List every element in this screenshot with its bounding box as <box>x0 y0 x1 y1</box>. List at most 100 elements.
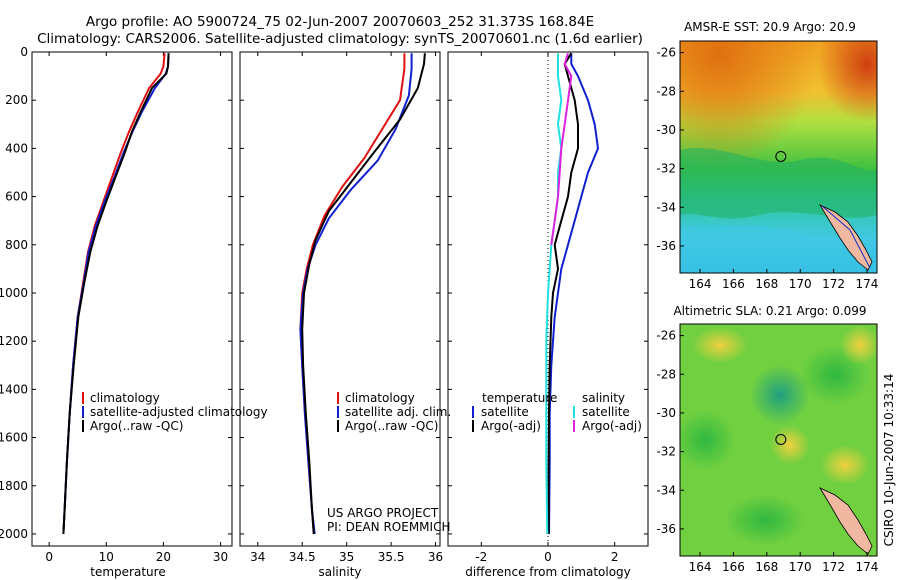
depth-tick-label: 1600 <box>0 431 28 445</box>
depth-tick-label: 2000 <box>0 527 28 541</box>
sla-map: Altimetric SLA: 0.21 Argo: 0.099 164 166 1… <box>656 304 879 574</box>
temperature-legend: climatology satellite-adjusted climatolo… <box>82 391 268 433</box>
series-line-climatology <box>299 53 406 535</box>
salinity-axes-frame <box>239 51 441 547</box>
salinity-x-ticks: 34 34.5 35 35.5 36 <box>250 52 443 564</box>
x-tick-label: 30 <box>213 550 228 564</box>
legend-header-salinity: salinity <box>582 391 625 405</box>
credit-project: US ARGO PROJECT <box>327 506 439 520</box>
series-line-argo-raw-qc <box>62 53 170 535</box>
series-line-argo-raw-qc <box>301 53 426 535</box>
legend-header-temperature: temperature <box>482 391 557 405</box>
difference-y-ticks <box>448 51 648 535</box>
side-stamp: CSIRO 10-Jun-2007 10:33:14 <box>882 374 896 547</box>
depth-tick-label: 1000 <box>0 286 28 300</box>
salinity-xlabel: salinity <box>318 565 361 579</box>
lon-tick-label: 164 <box>689 277 712 291</box>
series-line-argo-adj <box>550 52 573 245</box>
sst-lat-ticks: -26 -28 -30 -32 -34 -36 <box>656 46 684 253</box>
lat-tick-label: -30 <box>656 123 676 137</box>
x-tick-label: 34 <box>250 550 265 564</box>
series-line-argo-adj <box>547 52 579 534</box>
x-tick-label: 34.5 <box>289 550 316 564</box>
sst-map: AMSR-E SST: 20.9 Argo: 20.9 164 166 168 170… <box>656 20 878 291</box>
x-tick-label: 36 <box>428 550 443 564</box>
difference-panel: -2 0 2 difference from climatology tempera… <box>447 51 649 579</box>
lat-tick-label: -28 <box>656 84 676 98</box>
salinity-legend: climatology satellite adj. clim. Argo(..… <box>337 391 451 433</box>
legend-label-argo: Argo(..raw -QC) <box>345 419 438 433</box>
lon-tick-label: 172 <box>822 277 845 291</box>
depth-tick-label: 800 <box>5 238 28 252</box>
sst-float-marker <box>775 150 787 162</box>
depth-tick-label: 1200 <box>0 334 28 348</box>
difference-series <box>545 52 599 535</box>
lat-tick-label: -26 <box>656 329 676 343</box>
legend-label-climatology: climatology <box>345 391 415 405</box>
depth-tick-label: 200 <box>5 93 28 107</box>
salinity-panel: 34 34.5 35 35.5 36 salinity climatology sate… <box>239 51 451 579</box>
depth-tick-label: 0 <box>20 45 28 59</box>
lon-tick-label: 170 <box>789 277 812 291</box>
lat-tick-label: -36 <box>656 239 676 253</box>
legend-label-temp-satellite: satellite <box>481 405 529 419</box>
figure-title-line1: Argo profile: AO 5900724_75 02-Jun-2007 … <box>86 14 594 30</box>
lat-tick-label: -26 <box>656 46 676 60</box>
depth-tick-label: 400 <box>5 141 28 155</box>
lon-tick-label: 164 <box>689 560 712 574</box>
legend-label-satellite-adj: satellite adj. clim. <box>345 405 451 419</box>
x-tick-label: 20 <box>156 550 171 564</box>
legend-label-sal-argo: Argo(-adj) <box>582 419 642 433</box>
figure-title-line2: Climatology: CARS2006. Satellite-adjuste… <box>37 31 643 47</box>
lon-tick-label: 168 <box>755 560 778 574</box>
series-line-satellite <box>548 53 599 535</box>
legend-label-argo: Argo(..raw -QC) <box>90 419 183 433</box>
credit-pi: PI: DEAN ROEMMICH <box>327 520 450 534</box>
sla-field-image <box>680 324 877 556</box>
lon-tick-label: 168 <box>755 277 778 291</box>
depth-tick-label: 1800 <box>0 479 28 493</box>
legend-label-climatology: climatology <box>90 391 160 405</box>
difference-legend: temperature salinity satellite Argo(-adj… <box>472 391 642 433</box>
lon-tick-label: 166 <box>722 560 745 574</box>
series-line-climatology <box>62 53 166 535</box>
sla-float-marker <box>775 433 787 445</box>
legend-label-temp-argo: Argo(-adj) <box>481 419 541 433</box>
salinity-y-ticks <box>240 51 440 535</box>
lon-tick-label: 172 <box>822 560 845 574</box>
lon-tick-label: 174 <box>856 560 879 574</box>
lat-tick-label: -32 <box>656 445 676 459</box>
lon-tick-label: 174 <box>856 277 879 291</box>
lat-tick-label: -36 <box>656 522 676 536</box>
depth-tick-label: 1400 <box>0 382 28 396</box>
temperature-series <box>62 53 170 535</box>
series-line-satellite-adjusted-climatology <box>62 53 170 535</box>
x-tick-label: 0 <box>45 550 53 564</box>
x-tick-label: 35 <box>339 550 354 564</box>
lat-tick-label: -28 <box>656 367 676 381</box>
difference-x-ticks: -2 0 2 <box>475 52 618 564</box>
x-tick-label: 35.5 <box>378 550 405 564</box>
lat-tick-label: -34 <box>656 483 676 497</box>
sst-lon-ticks: 164 166 168 170 172 174 <box>689 269 879 291</box>
difference-xlabel: difference from climatology <box>465 565 631 579</box>
lat-tick-label: -30 <box>656 406 676 420</box>
sst-map-title: AMSR-E SST: 20.9 Argo: 20.9 <box>684 20 856 34</box>
temperature-x-ticks: 0 10 20 30 <box>45 52 228 564</box>
temperature-panel: 0 200 400 600 800 1000 1200 1400 1600 1800 2000 0 1… <box>0 45 268 579</box>
salinity-series <box>299 53 426 535</box>
x-tick-label: 0 <box>544 550 552 564</box>
lat-tick-label: -34 <box>656 200 676 214</box>
temperature-xlabel: temperature <box>90 565 165 579</box>
sla-map-frame <box>679 323 878 557</box>
legend-label-satellite-adjusted: satellite-adjusted climatology <box>90 405 268 419</box>
depth-axis-ticks: 0 200 400 600 800 1000 1200 1400 1600 1800 2000 <box>0 45 232 541</box>
lat-tick-label: -32 <box>656 162 676 176</box>
sla-lon-ticks: 164 166 168 170 172 174 <box>689 552 879 574</box>
lon-tick-label: 166 <box>722 277 745 291</box>
x-tick-label: -2 <box>475 550 487 564</box>
temperature-axes-frame <box>31 51 233 547</box>
legend-label-sal-satellite: satellite <box>582 405 630 419</box>
sla-map-title: Altimetric SLA: 0.21 Argo: 0.099 <box>673 304 866 318</box>
lon-tick-label: 170 <box>789 560 812 574</box>
